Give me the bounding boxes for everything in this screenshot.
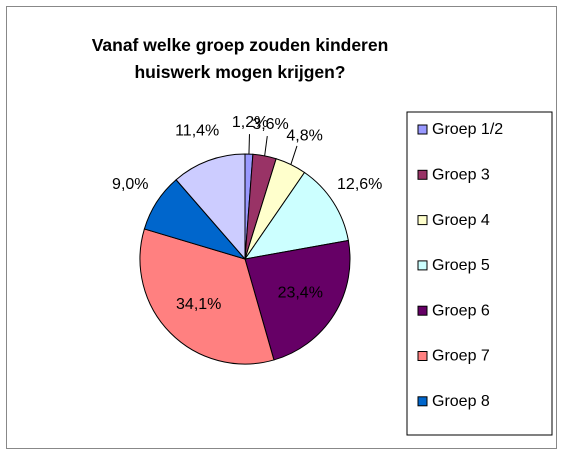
legend-label: Groep 1/2 bbox=[432, 121, 503, 138]
leader-line bbox=[264, 136, 268, 156]
data-label: 11,4% bbox=[175, 122, 219, 139]
legend-label: Groep 4 bbox=[432, 212, 490, 229]
legend-box bbox=[406, 111, 553, 436]
data-label: 9,0% bbox=[112, 176, 148, 193]
data-label: 23,4% bbox=[278, 285, 323, 302]
data-label: 34,1% bbox=[176, 296, 221, 313]
legend-swatch bbox=[417, 169, 428, 180]
legend-swatch bbox=[417, 305, 428, 316]
chart-frame bbox=[6, 6, 557, 449]
data-label: 3,6% bbox=[252, 116, 288, 133]
legend-swatch bbox=[417, 124, 428, 135]
legend-label: Groep 3 bbox=[432, 167, 490, 184]
chart-title: Vanaf welke groep zouden kinderen huiswe… bbox=[91, 35, 389, 82]
legend-swatch bbox=[417, 396, 428, 407]
legend-swatch bbox=[417, 351, 428, 361]
data-label: 4,8% bbox=[286, 127, 322, 144]
pie-slice bbox=[244, 239, 351, 361]
leader-line bbox=[248, 134, 250, 155]
pie-slice bbox=[175, 153, 246, 261]
data-label: 1,2% bbox=[232, 114, 268, 131]
legend-label: Groep 5 bbox=[432, 257, 490, 274]
leader-line bbox=[290, 145, 298, 165]
legend-label: Groep 7 bbox=[432, 348, 490, 365]
legend-label: Groep 6 bbox=[432, 302, 490, 319]
pie-slice bbox=[139, 228, 275, 365]
pie-slice bbox=[243, 171, 349, 260]
legend-swatch bbox=[417, 260, 428, 271]
legend-swatch bbox=[417, 215, 428, 226]
data-label: 12,6% bbox=[337, 176, 382, 193]
legend-label: Groep 8 bbox=[432, 393, 490, 410]
